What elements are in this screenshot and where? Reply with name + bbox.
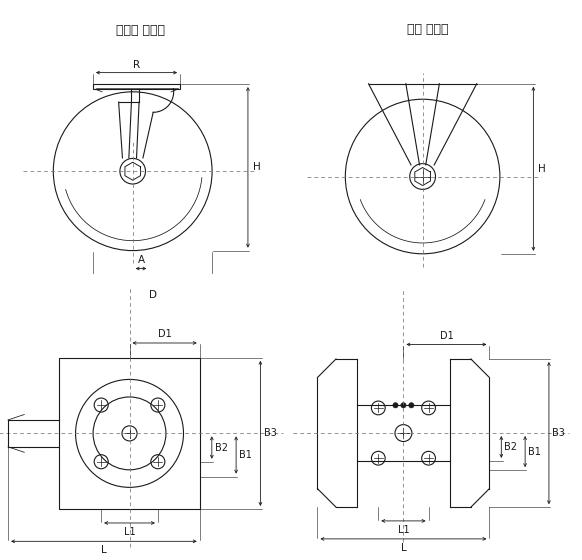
Bar [59, 358, 200, 509]
Bar [93, 84, 180, 89]
Text: B3: B3 [552, 428, 565, 438]
Text: 고정 캐스터: 고정 캐스터 [407, 24, 449, 36]
Circle shape [393, 403, 398, 408]
Text: 스위벨 캐스터: 스위벨 캐스터 [116, 24, 165, 37]
Circle shape [409, 403, 414, 408]
Text: L1: L1 [398, 525, 409, 535]
Circle shape [401, 403, 406, 408]
Text: H: H [538, 164, 546, 174]
Text: D: D [148, 290, 157, 300]
Text: D1: D1 [439, 331, 453, 341]
Text: B1: B1 [239, 450, 252, 460]
Text: R: R [133, 59, 140, 69]
Text: A: A [137, 255, 145, 265]
Text: B2: B2 [505, 442, 517, 452]
Text: H: H [253, 162, 260, 172]
Text: B1: B1 [528, 446, 541, 456]
Text: L: L [101, 545, 107, 555]
Text: B2: B2 [215, 442, 228, 452]
Text: B3: B3 [264, 428, 276, 438]
Text: D1: D1 [158, 329, 172, 339]
Text: L: L [400, 543, 406, 553]
Text: L1: L1 [124, 527, 136, 536]
